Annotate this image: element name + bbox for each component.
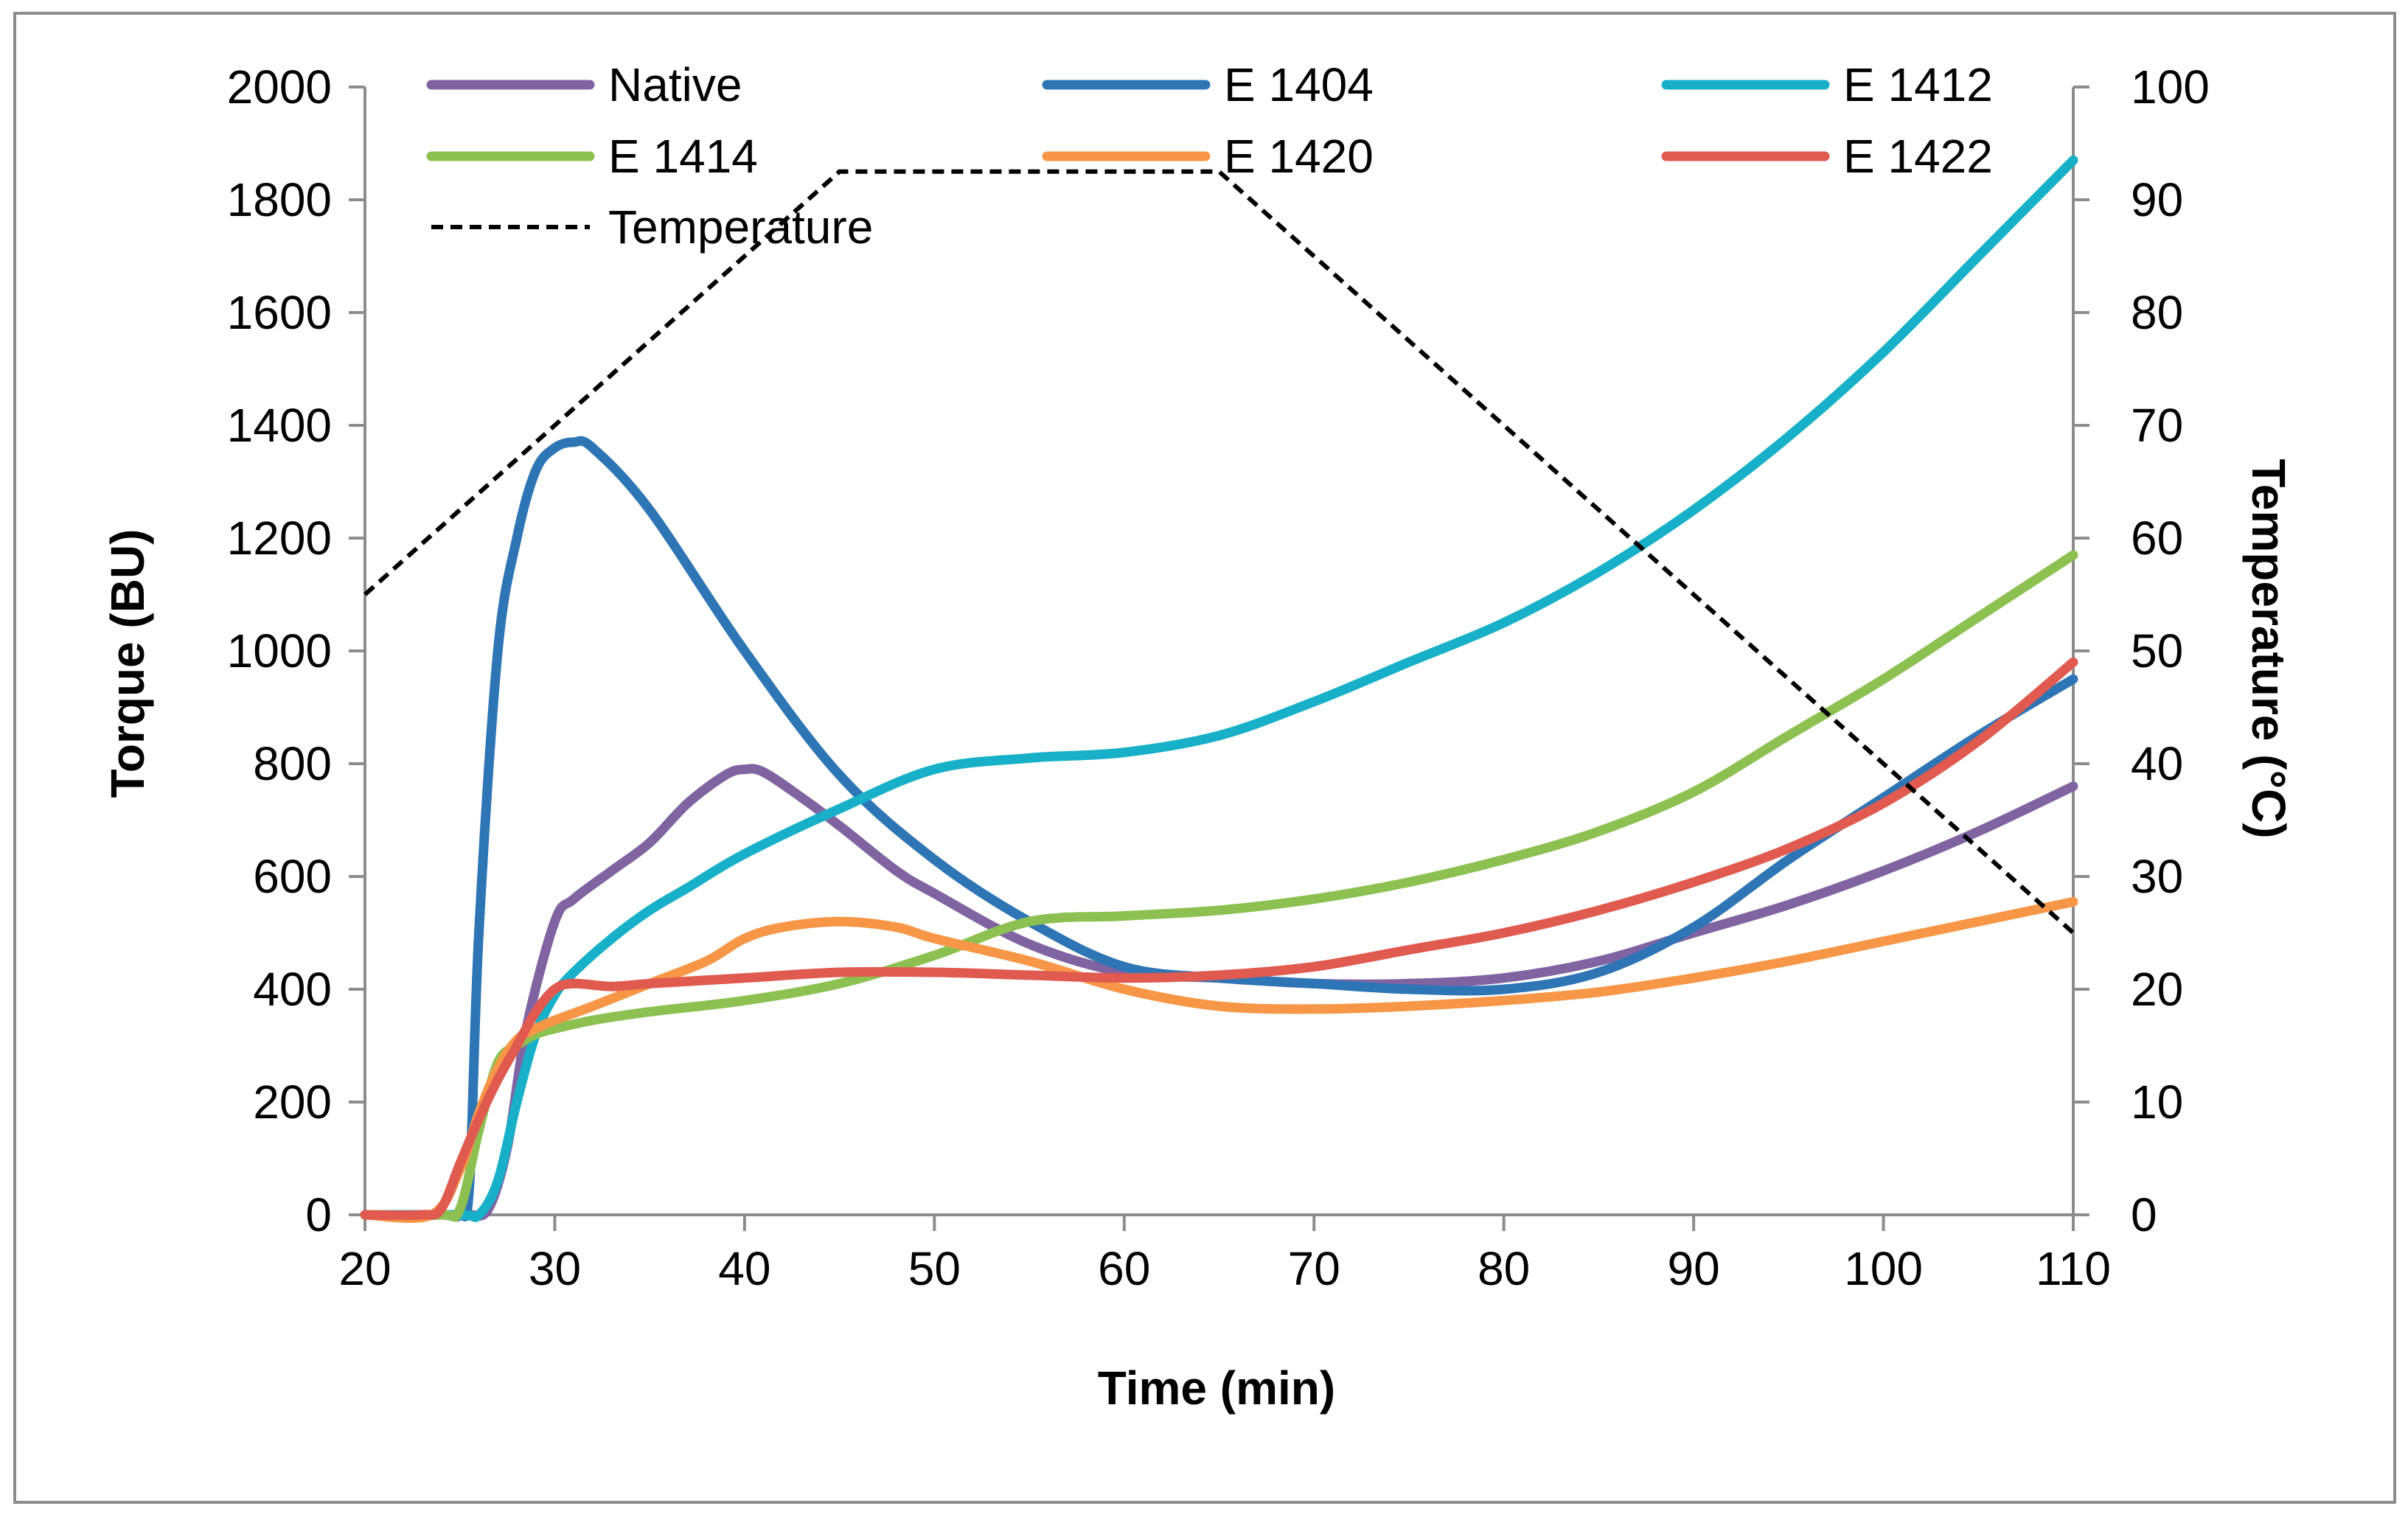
y-tick-label: 1000 (227, 624, 332, 677)
y-tick-label: 0 (305, 1188, 332, 1241)
series-layer (360, 155, 2078, 1223)
x-tick-label: 110 (2036, 1242, 2111, 1295)
y2-tick-label: 90 (2131, 173, 2183, 226)
series-line-e-1404 (360, 436, 2078, 1222)
x-tick-label: 80 (1478, 1242, 1530, 1295)
y2-tick-label: 20 (2131, 963, 2183, 1016)
series-line-e-1422 (360, 657, 2078, 1221)
legend-label-e-1420: E 1420 (1224, 130, 1374, 183)
y2-tick-label: 10 (2131, 1075, 2183, 1129)
y-tick-label: 1200 (227, 512, 332, 565)
x-tick-label: 30 (529, 1242, 581, 1295)
x-tick-label: 100 (1844, 1242, 1923, 1295)
x-tick-label: 90 (1668, 1242, 1720, 1295)
x-tick-label: 50 (908, 1242, 961, 1295)
legend-label-e-1414: E 1414 (608, 130, 758, 183)
x-axis-title: Time (min) (1098, 1362, 1335, 1415)
y-axis-title: Torque (BU) (101, 529, 154, 798)
series-line-e-1412 (360, 155, 2078, 1222)
y2-tick-label: 50 (2131, 624, 2183, 677)
chart-border (13, 12, 2396, 1504)
legend-label-temperature: Temperature (608, 201, 873, 254)
y-tick-label: 1800 (227, 173, 332, 226)
y2-tick-label: 70 (2131, 399, 2183, 452)
series-line-temperature (363, 169, 2075, 935)
y-tick-label: 200 (253, 1075, 332, 1129)
y2-tick-label: 100 (2131, 60, 2210, 114)
x-tick-label: 20 (338, 1242, 391, 1295)
y2-tick-label: 40 (2131, 737, 2183, 790)
legend-label-e-1404: E 1404 (1224, 58, 1374, 111)
y2-axis-title: Temperature (°C) (2242, 459, 2295, 838)
y-tick-label: 1400 (227, 399, 332, 452)
y2-tick-label: 80 (2131, 286, 2183, 339)
axes-layer: 0 200 400 600 800 1000 1200 1400 1600 1800 2000 0 10… (227, 60, 2210, 1295)
y2-tick-label: 60 (2131, 512, 2183, 565)
x-tick-label: 60 (1098, 1242, 1150, 1295)
y2-tick-label: 30 (2131, 850, 2183, 903)
legend-label-e-1412: E 1412 (1843, 58, 1993, 111)
x-tick-label: 70 (1288, 1242, 1340, 1295)
y-tick-label: 1600 (227, 286, 332, 339)
y-tick-label: 800 (253, 737, 332, 790)
y-tick-label: 400 (253, 963, 332, 1016)
legend-label-native: Native (608, 58, 742, 111)
legend: Native E 1404 E 1412 E 1414 E 1420 E 1422 Temp… (426, 58, 1993, 254)
legend-label-e-1422: E 1422 (1843, 130, 1993, 183)
y-tick-label: 600 (253, 850, 332, 903)
y-tick-label: 2000 (227, 60, 332, 114)
y2-tick-label: 0 (2131, 1188, 2157, 1241)
x-tick-label: 40 (718, 1242, 770, 1295)
